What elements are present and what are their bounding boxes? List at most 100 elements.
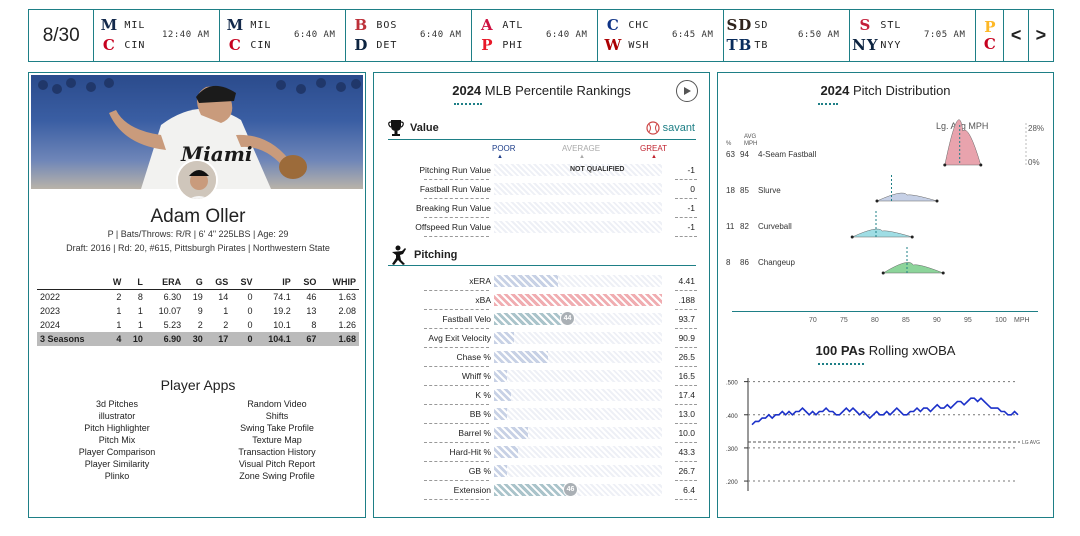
- pitching-row[interactable]: xERA 4.41: [374, 274, 711, 291]
- stats-cell: 74.1: [273, 291, 291, 302]
- team-row: P PHI: [478, 37, 523, 54]
- game-card[interactable]: M MIL C CIN 6:40 AM: [220, 10, 347, 61]
- game-card[interactable]: A ATL P PHI 6:40 AM: [472, 10, 599, 61]
- stats-cell: 5.23: [163, 319, 182, 330]
- player-app-link[interactable]: Shifts: [265, 411, 289, 421]
- pitch-type-row[interactable]: 63 94 4-Seam Fastball: [726, 119, 983, 167]
- row-separator: [675, 179, 697, 180]
- player-app-link[interactable]: Transaction History: [238, 447, 316, 457]
- team-logo: W: [604, 36, 623, 54]
- game-card[interactable]: SD SD TB TB 6:50 AM: [724, 10, 851, 61]
- schedule-date[interactable]: 8/30: [29, 10, 95, 61]
- pitching-section-header: Pitching: [388, 245, 457, 265]
- game-teams: B BOS D DET: [352, 17, 397, 54]
- row-separator: [675, 328, 697, 329]
- pitching-row-value: 26.7: [678, 466, 695, 476]
- pitching-row[interactable]: Avg Exit Velocity 90.9: [374, 331, 711, 348]
- player-name: Adam Oller: [150, 206, 246, 227]
- value-row-track: [494, 221, 662, 233]
- pitch-type-row[interactable]: 8 86 Changeup: [726, 247, 945, 275]
- pitch-distribution-chart: Lg. Avg MPH 28% 0% AVG % MPH 63944-Seam …: [726, 119, 1044, 324]
- pitching-row[interactable]: Fastball Velo 44 93.7: [374, 311, 711, 329]
- savant-logo[interactable]: savant: [645, 121, 695, 135]
- player-app-link[interactable]: Pitch Mix: [98, 435, 136, 445]
- rolling-xwoba-title: 100 PAs Rolling xwOBA: [718, 343, 1053, 358]
- value-row[interactable]: Pitching Run Value NOT QUALIFIED -1: [374, 163, 711, 180]
- play-button[interactable]: [676, 80, 698, 102]
- next-games-button[interactable]: >: [1035, 25, 1047, 45]
- player-app-link[interactable]: Player Comparison: [78, 447, 156, 457]
- player-panel: Miami Adam Oller P | Bats/Throws: R/R | …: [28, 72, 366, 518]
- row-separator: [675, 385, 697, 386]
- player-app-link[interactable]: Zone Swing Profile: [239, 471, 315, 481]
- player-app-link[interactable]: Visual Pitch Report: [238, 459, 316, 469]
- stats-cell: 13: [306, 305, 317, 316]
- player-app-link[interactable]: illustrator: [98, 411, 136, 421]
- value-row[interactable]: Fastball Run Value 0: [374, 182, 711, 199]
- row-separator: [424, 309, 489, 310]
- player-app-link[interactable]: Swing Take Profile: [240, 423, 314, 433]
- pitch-distribution-title: 2024 Pitch Distribution: [718, 83, 1053, 98]
- rolling-title-underline: [818, 363, 864, 365]
- prev-games-button[interactable]: <: [1004, 10, 1029, 61]
- row-separator: [424, 423, 489, 424]
- pitching-row[interactable]: BB % 13.0: [374, 407, 711, 424]
- stats-cell: 0: [247, 319, 253, 330]
- stats-cell: 1: [137, 319, 143, 330]
- pitching-row[interactable]: Barrel % 10.0: [374, 426, 711, 443]
- game-teams: A ATL P PHI: [478, 17, 523, 54]
- pitch-type-row[interactable]: 18 85 Slurve: [726, 175, 939, 203]
- pitching-row[interactable]: Extension 46 6.4: [374, 482, 711, 500]
- row-separator: [424, 442, 489, 443]
- percentile-bar: [494, 294, 662, 306]
- stats-cell: 14: [218, 291, 229, 302]
- velocity-density-curve: [882, 262, 944, 274]
- pitching-row[interactable]: Hard-Hit % 43.3: [374, 445, 711, 462]
- pitch-name: 4-Seam Fastball: [758, 150, 816, 159]
- x-tick-label: 70: [809, 317, 817, 324]
- game-card[interactable]: M MIL C CIN 12:40 AM: [94, 10, 221, 61]
- stats-cell: 17: [205, 331, 232, 346]
- game-card[interactable]: S STL NY NYY 7:05 AM: [850, 10, 977, 61]
- stats-cell: 8: [137, 291, 143, 302]
- more-games-logos[interactable]: P C: [976, 10, 1005, 61]
- pitching-row[interactable]: K % 17.4: [374, 388, 711, 405]
- value-section-header: Value: [388, 119, 439, 137]
- pitching-row[interactable]: Whiff % 16.5: [374, 369, 711, 386]
- range-max-dot: [941, 271, 945, 275]
- percentile-bar: [494, 484, 571, 496]
- pitch-type-row[interactable]: 11 82 Curveball: [726, 211, 914, 239]
- x-tick-label: 100: [995, 317, 1007, 324]
- player-app-link[interactable]: Random Video: [247, 399, 307, 409]
- game-card[interactable]: C CHC W WSH 6:45 AM: [598, 10, 725, 61]
- stats-row: 2022 2 8 6.30 19 14 0 74.1 46 1.63: [37, 290, 359, 304]
- pitching-row-label: Whiff %: [461, 371, 491, 381]
- player-app-link[interactable]: Pitch Highlighter: [84, 423, 150, 433]
- range-max-dot: [979, 163, 983, 167]
- pitch-pct: 11: [726, 222, 735, 231]
- player-app-link[interactable]: Plinko: [104, 471, 130, 481]
- pitching-row[interactable]: Chase % 26.5: [374, 350, 711, 367]
- value-row[interactable]: Offspeed Run Value -1: [374, 220, 711, 237]
- rankings-year: 2024: [452, 83, 482, 98]
- stats-cell: 8: [311, 319, 317, 330]
- game-card[interactable]: B BOS D DET 6:40 AM: [346, 10, 473, 61]
- stats-cell: 1: [223, 305, 229, 316]
- game-teams: S STL NY NYY: [852, 17, 901, 54]
- value-row-value: -1: [687, 203, 695, 213]
- velocity-density-curve: [944, 119, 982, 166]
- x-unit-label: MPH: [1014, 317, 1030, 324]
- value-row[interactable]: Breaking Run Value -1: [374, 201, 711, 218]
- game-teams: C CHC W WSH: [604, 17, 649, 54]
- player-app-link[interactable]: Texture Map: [252, 435, 302, 445]
- game-time: 6:40 AM: [545, 30, 588, 40]
- stats-header-cell: IP: [255, 275, 294, 290]
- team-row: C CHC: [604, 17, 649, 34]
- row-separator: [424, 328, 489, 329]
- pitching-row[interactable]: xBA .188: [374, 293, 711, 310]
- row-separator: [675, 347, 697, 348]
- team-row: S STL: [856, 17, 901, 34]
- pitching-row[interactable]: GB % 26.7: [374, 464, 711, 481]
- player-app-link[interactable]: 3d Pitches: [95, 399, 139, 409]
- player-app-link[interactable]: Player Similarity: [84, 459, 150, 469]
